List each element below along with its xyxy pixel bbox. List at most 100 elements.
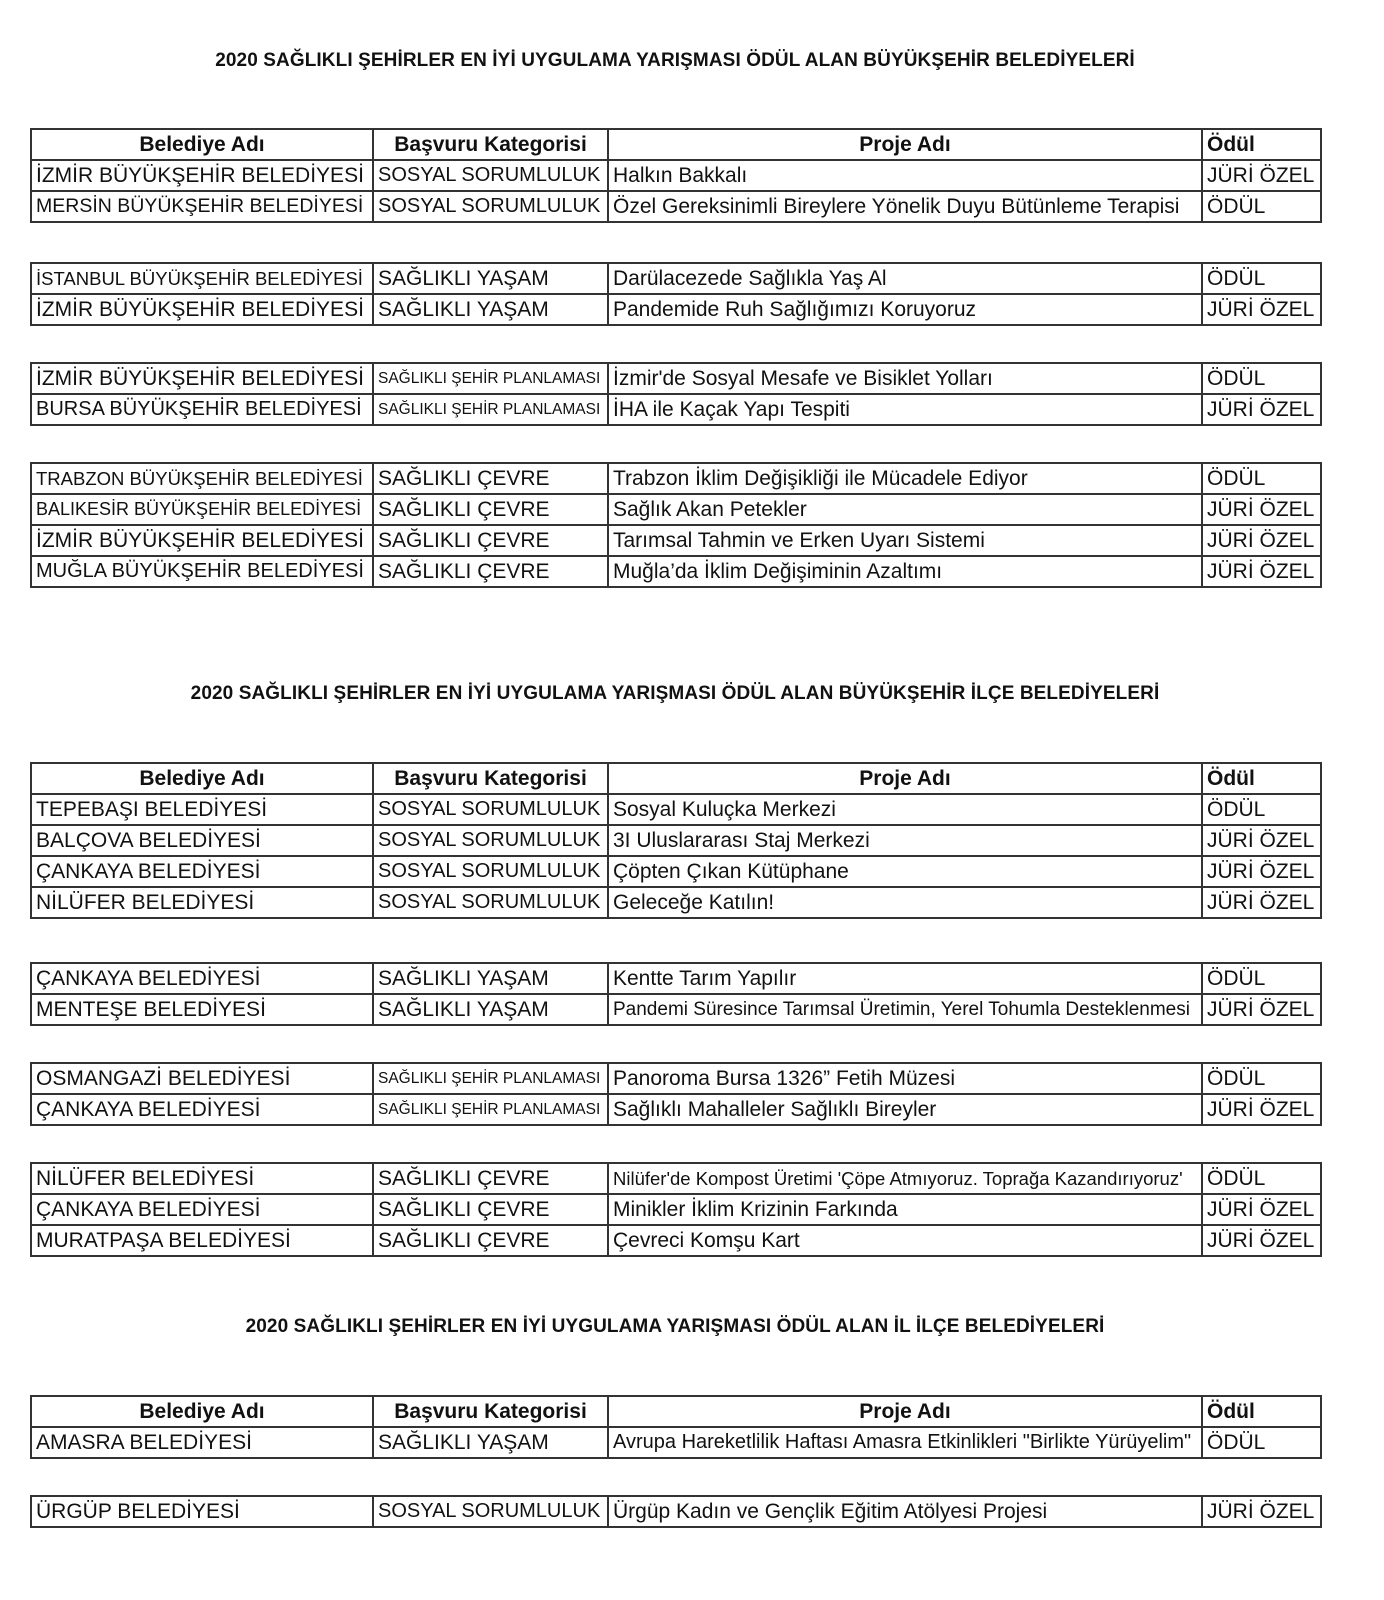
- category-cell: SAĞLIKLI YAŞAM: [372, 962, 609, 995]
- project-cell: Minikler İklim Krizinin Farkında: [607, 1193, 1203, 1226]
- column-header: Ödül: [1201, 128, 1322, 161]
- column-header: Proje Adı: [607, 1395, 1203, 1428]
- category-cell: SAĞLIKLI ŞEHİR PLANLAMASI: [372, 1062, 609, 1095]
- project-cell: İzmir'de Sosyal Mesafe ve Bisiklet Yolla…: [607, 362, 1203, 395]
- table-row: İZMİR BÜYÜKŞEHİR BELEDİYESİ SAĞLIKLI ŞEHİ…: [30, 362, 1322, 395]
- table-row: TRABZON BÜYÜKŞEHİR BELEDİYESİ SAĞLIKLI ÇE…: [30, 462, 1322, 495]
- award-cell: JÜRİ ÖZEL: [1201, 493, 1322, 526]
- award-cell: ÖDÜL: [1201, 262, 1322, 295]
- project-cell: Çevreci Komşu Kart: [607, 1224, 1203, 1257]
- award-cell: JÜRİ ÖZEL: [1201, 159, 1322, 192]
- category-cell: SOSYAL SORUMLULUK: [372, 190, 609, 223]
- project-cell: Trabzon İklim Değişikliği ile Mücadele E…: [607, 462, 1203, 495]
- table-row: NİLÜFER BELEDİYESİ SAĞLIKLI ÇEVRE Nilüfer'…: [30, 1162, 1322, 1195]
- table-row: İZMİR BÜYÜKŞEHİR BELEDİYESİ SAĞLIKLI YAŞA…: [30, 293, 1322, 326]
- category-cell: SAĞLIKLI ŞEHİR PLANLAMASI: [372, 1093, 609, 1126]
- category-cell: SAĞLIKLI YAŞAM: [372, 993, 609, 1026]
- table-row: NİLÜFER BELEDİYESİ SOSYAL SORUMLULUK Gelec…: [30, 886, 1322, 919]
- project-cell: Avrupa Hareketlilik Haftası Amasra Etkin…: [607, 1426, 1203, 1459]
- table-row: ÇANKAYA BELEDİYESİ SOSYAL SORUMLULUK Çöpte…: [30, 855, 1322, 888]
- section-title: 2020 SAĞLIKLI ŞEHİRLER EN İYİ UYGULAMA Y…: [245, 1316, 1105, 1337]
- table-row: MUĞLA BÜYÜKŞEHİR BELEDİYESİ SAĞLIKLI ÇEVR…: [30, 555, 1322, 588]
- project-cell: Ürgüp Kadın ve Gençlik Eğitim Atölyesi P…: [607, 1495, 1203, 1528]
- municipality-cell: MERSİN BÜYÜKŞEHİR BELEDİYESİ: [30, 190, 374, 223]
- award-cell: JÜRİ ÖZEL: [1201, 293, 1322, 326]
- category-cell: SOSYAL SORUMLULUK: [372, 886, 609, 919]
- category-cell: SOSYAL SORUMLULUK: [372, 793, 609, 826]
- award-cell: ÖDÜL: [1201, 1162, 1322, 1195]
- awards-table: ÜRGÜP BELEDİYESİ SOSYAL SORUMLULUK Ürgüp K…: [30, 1495, 1322, 1528]
- project-cell: Sosyal Kuluçka Merkezi: [607, 793, 1203, 826]
- category-cell: SAĞLIKLI ÇEVRE: [372, 1224, 609, 1257]
- award-cell: JÜRİ ÖZEL: [1201, 1224, 1322, 1257]
- award-cell: ÖDÜL: [1201, 190, 1322, 223]
- category-cell: SAĞLIKLI ÇEVRE: [372, 1162, 609, 1195]
- table-row: ÇANKAYA BELEDİYESİ SAĞLIKLI YAŞAM Kentte T…: [30, 962, 1322, 995]
- category-cell: SOSYAL SORUMLULUK: [372, 1495, 609, 1528]
- municipality-cell: NİLÜFER BELEDİYESİ: [30, 886, 374, 919]
- award-cell: JÜRİ ÖZEL: [1201, 1193, 1322, 1226]
- category-cell: SAĞLIKLI ŞEHİR PLANLAMASI: [372, 362, 609, 395]
- municipality-cell: ÇANKAYA BELEDİYESİ: [30, 1093, 374, 1126]
- award-cell: ÖDÜL: [1201, 962, 1322, 995]
- project-cell: Sağlık Akan Petekler: [607, 493, 1203, 526]
- municipality-cell: MENTEŞE BELEDİYESİ: [30, 993, 374, 1026]
- municipality-cell: MUĞLA BÜYÜKŞEHİR BELEDİYESİ: [30, 555, 374, 588]
- award-cell: ÖDÜL: [1201, 1062, 1322, 1095]
- municipality-cell: İZMİR BÜYÜKŞEHİR BELEDİYESİ: [30, 362, 374, 395]
- category-cell: SAĞLIKLI ÇEVRE: [372, 462, 609, 495]
- table-row: AMASRA BELEDİYESİ SAĞLIKLI YAŞAM Avrupa Ha…: [30, 1426, 1322, 1459]
- municipality-cell: ÜRGÜP BELEDİYESİ: [30, 1495, 374, 1528]
- municipality-cell: BURSA BÜYÜKŞEHİR BELEDİYESİ: [30, 393, 374, 426]
- table-row: BURSA BÜYÜKŞEHİR BELEDİYESİ SAĞLIKLI ŞEHİ…: [30, 393, 1322, 426]
- award-cell: JÜRİ ÖZEL: [1201, 524, 1322, 557]
- project-cell: İHA ile Kaçak Yapı Tespiti: [607, 393, 1203, 426]
- category-cell: SAĞLIKLI YAŞAM: [372, 262, 609, 295]
- award-cell: JÜRİ ÖZEL: [1201, 1495, 1322, 1528]
- category-cell: SOSYAL SORUMLULUK: [372, 824, 609, 857]
- awards-table: Belediye Adı Başvuru Kategorisi Proje Adı Ö…: [30, 762, 1322, 919]
- awards-table: Belediye Adı Başvuru Kategorisi Proje Adı Ö…: [30, 1395, 1322, 1459]
- awards-table: İSTANBUL BÜYÜKŞEHİR BELEDİYESİ SAĞLIKLI Y…: [30, 262, 1322, 326]
- project-cell: Muğla’da İklim Değişiminin Azaltımı: [607, 555, 1203, 588]
- awards-table: Belediye Adı Başvuru Kategorisi Proje Adı Ö…: [30, 128, 1322, 223]
- project-cell: Geleceğe Katılın!: [607, 886, 1203, 919]
- municipality-cell: TRABZON BÜYÜKŞEHİR BELEDİYESİ: [30, 462, 374, 495]
- awards-table: İZMİR BÜYÜKŞEHİR BELEDİYESİ SAĞLIKLI ŞEHİ…: [30, 362, 1322, 426]
- column-header: Proje Adı: [607, 762, 1203, 795]
- table-row: OSMANGAZİ BELEDİYESİ SAĞLIKLI ŞEHİR PLANL…: [30, 1062, 1322, 1095]
- awards-table: ÇANKAYA BELEDİYESİ SAĞLIKLI YAŞAM Kentte T…: [30, 962, 1322, 1026]
- municipality-cell: BALIKESİR BÜYÜKŞEHİR BELEDİYESİ: [30, 493, 374, 526]
- table-row: ÇANKAYA BELEDİYESİ SAĞLIKLI ŞEHİR PLANLAM…: [30, 1093, 1322, 1126]
- project-cell: Özel Gereksinimli Bireylere Yönelik Duyu…: [607, 190, 1203, 223]
- table-row: İSTANBUL BÜYÜKŞEHİR BELEDİYESİ SAĞLIKLI Y…: [30, 262, 1322, 295]
- award-cell: JÜRİ ÖZEL: [1201, 393, 1322, 426]
- awards-table: NİLÜFER BELEDİYESİ SAĞLIKLI ÇEVRE Nilüfer'…: [30, 1162, 1322, 1257]
- category-cell: SAĞLIKLI ŞEHİR PLANLAMASI: [372, 393, 609, 426]
- award-cell: ÖDÜL: [1201, 462, 1322, 495]
- project-cell: Nilüfer'de Kompost Üretimi 'Çöpe Atmıyor…: [607, 1162, 1203, 1195]
- project-cell: Kentte Tarım Yapılır: [607, 962, 1203, 995]
- municipality-cell: MURATPAŞA BELEDİYESİ: [30, 1224, 374, 1257]
- column-header: Belediye Adı: [30, 762, 374, 795]
- municipality-cell: İSTANBUL BÜYÜKŞEHİR BELEDİYESİ: [30, 262, 374, 295]
- award-cell: JÜRİ ÖZEL: [1201, 886, 1322, 919]
- column-header: Belediye Adı: [30, 1395, 374, 1428]
- project-cell: Pandemide Ruh Sağlığımızı Koruyoruz: [607, 293, 1203, 326]
- awards-table: OSMANGAZİ BELEDİYESİ SAĞLIKLI ŞEHİR PLANL…: [30, 1062, 1322, 1126]
- column-header: Başvuru Kategorisi: [372, 762, 609, 795]
- table-row: BALIKESİR BÜYÜKŞEHİR BELEDİYESİ SAĞLIKLI …: [30, 493, 1322, 526]
- municipality-cell: İZMİR BÜYÜKŞEHİR BELEDİYESİ: [30, 524, 374, 557]
- table-row: MERSİN BÜYÜKŞEHİR BELEDİYESİ SOSYAL SORUM…: [30, 190, 1322, 223]
- municipality-cell: ÇANKAYA BELEDİYESİ: [30, 1193, 374, 1226]
- award-cell: JÜRİ ÖZEL: [1201, 1093, 1322, 1126]
- project-cell: Tarımsal Tahmin ve Erken Uyarı Sistemi: [607, 524, 1203, 557]
- category-cell: SOSYAL SORUMLULUK: [372, 855, 609, 888]
- project-cell: Sağlıklı Mahalleler Sağlıklı Bireyler: [607, 1093, 1203, 1126]
- project-cell: Halkın Bakkalı: [607, 159, 1203, 192]
- table-row: ÇANKAYA BELEDİYESİ SAĞLIKLI ÇEVRE Minikler…: [30, 1193, 1322, 1226]
- column-header: Başvuru Kategorisi: [372, 1395, 609, 1428]
- column-header: Belediye Adı: [30, 128, 374, 161]
- municipality-cell: ÇANKAYA BELEDİYESİ: [30, 962, 374, 995]
- column-header: Başvuru Kategorisi: [372, 128, 609, 161]
